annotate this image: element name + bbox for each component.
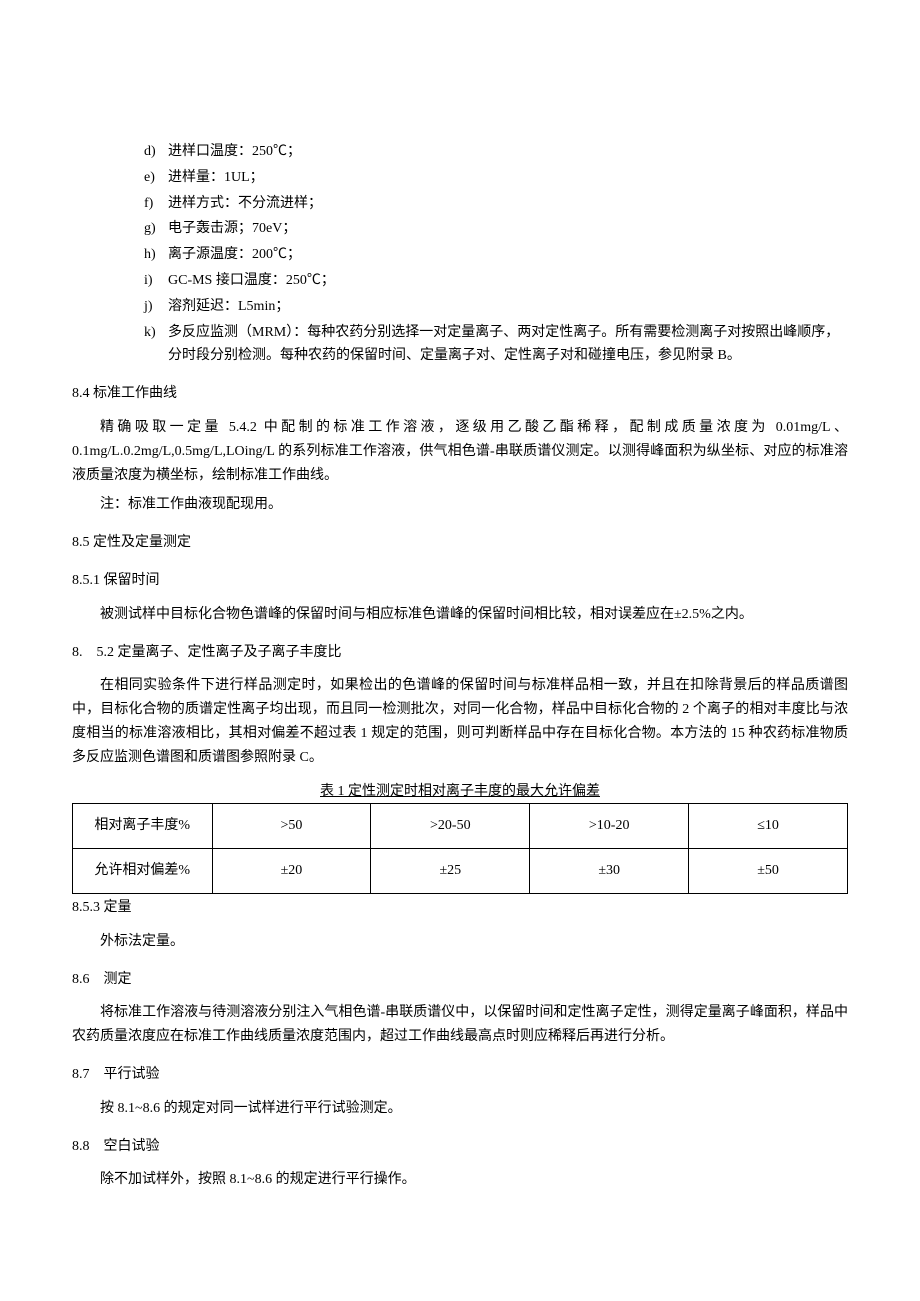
list-text: 进样方式：不分流进样； <box>168 192 848 216</box>
heading-8-7: 8.7 平行试验 <box>72 1063 848 1087</box>
table-cell-label: 允许相对偏差% <box>73 849 213 894</box>
list-item-d: d) 进样口温度：250℃； <box>144 140 848 164</box>
list-marker: f) <box>144 192 168 216</box>
list-marker: g) <box>144 217 168 241</box>
paragraph-8-5-1: 被测试样中目标化合物色谱峰的保留时间与相应标准色谱峰的保留时间相比较，相对误差应… <box>72 603 848 627</box>
list-text: 进样量：1UL； <box>168 166 848 190</box>
paragraph-8-5-2: 在相同实验条件下进行样品测定时，如果检出的色谱峰的保留时间与标准样品相一致，并且… <box>72 674 848 769</box>
list-marker: j) <box>144 295 168 319</box>
paragraph-8-8: 除不加试样外，按照 8.1~8.6 的规定进行平行操作。 <box>72 1168 848 1192</box>
table-row: 允许相对偏差% ±20 ±25 ±30 ±50 <box>73 849 848 894</box>
table-1-caption: 表 1 定性测定时相对离子丰度的最大允许偏差 <box>72 780 848 804</box>
paragraph-8-4: 精确吸取一定量 5.4.2 中配制的标准工作溶液，逐级用乙酸乙酯稀释，配制成质量… <box>72 416 848 487</box>
table-cell: ±30 <box>530 849 689 894</box>
paragraph-8-5-3: 外标法定量。 <box>72 930 848 954</box>
table-cell: ±25 <box>371 849 530 894</box>
list-item-e: e) 进样量：1UL； <box>144 166 848 190</box>
list-item-f: f) 进样方式：不分流进样； <box>144 192 848 216</box>
list-item-k: k) 多反应监测（MRM）：每种农药分别选择一对定量离子、两对定性离子。所有需要… <box>144 321 848 369</box>
lettered-list: d) 进样口温度：250℃； e) 进样量：1UL； f) 进样方式：不分流进样… <box>72 140 848 368</box>
heading-8-5-3: 8.5.3 定量 <box>72 896 848 920</box>
heading-8-6: 8.6 测定 <box>72 968 848 992</box>
list-text: 多反应监测（MRM）：每种农药分别选择一对定量离子、两对定性离子。所有需要检测离… <box>168 321 848 369</box>
list-text: 离子源温度：200℃； <box>168 243 848 267</box>
list-item-h: h) 离子源温度：200℃； <box>144 243 848 267</box>
heading-8-8: 8.8 空白试验 <box>72 1135 848 1159</box>
list-text: 溶剂延迟：L5min； <box>168 295 848 319</box>
table-cell-label: 相对离子丰度% <box>73 804 213 849</box>
table-row: 相对离子丰度% >50 >20-50 >10-20 ≤10 <box>73 804 848 849</box>
table-cell: ±20 <box>212 849 371 894</box>
heading-8-5-1: 8.5.1 保留时间 <box>72 569 848 593</box>
table-cell: >20-50 <box>371 804 530 849</box>
paragraph-8-6: 将标准工作溶液与待测溶液分别注入气相色谱-串联质谱仪中，以保留时间和定性离子定性… <box>72 1001 848 1049</box>
list-marker: k) <box>144 321 168 369</box>
list-marker: e) <box>144 166 168 190</box>
list-marker: h) <box>144 243 168 267</box>
heading-8-4: 8.4 标准工作曲线 <box>72 382 848 406</box>
list-text: 电子轰击源；70eV； <box>168 217 848 241</box>
list-text: 进样口温度：250℃； <box>168 140 848 164</box>
list-item-g: g) 电子轰击源；70eV； <box>144 217 848 241</box>
list-item-i: i) GC-MS 接口温度：250℃； <box>144 269 848 293</box>
list-item-j: j) 溶剂延迟：L5min； <box>144 295 848 319</box>
list-marker: d) <box>144 140 168 164</box>
heading-8-5-2: 8. 5.2 定量离子、定性离子及子离子丰度比 <box>72 641 848 665</box>
list-marker: i) <box>144 269 168 293</box>
list-text: GC-MS 接口温度：250℃； <box>168 269 848 293</box>
table-cell: ≤10 <box>689 804 848 849</box>
note-8-4: 注：标准工作曲液现配现用。 <box>72 493 848 517</box>
table-cell: >10-20 <box>530 804 689 849</box>
table-1: 相对离子丰度% >50 >20-50 >10-20 ≤10 允许相对偏差% ±2… <box>72 803 848 894</box>
heading-8-5: 8.5 定性及定量测定 <box>72 531 848 555</box>
table-cell: >50 <box>212 804 371 849</box>
table-cell: ±50 <box>689 849 848 894</box>
paragraph-8-7: 按 8.1~8.6 的规定对同一试样进行平行试验测定。 <box>72 1097 848 1121</box>
